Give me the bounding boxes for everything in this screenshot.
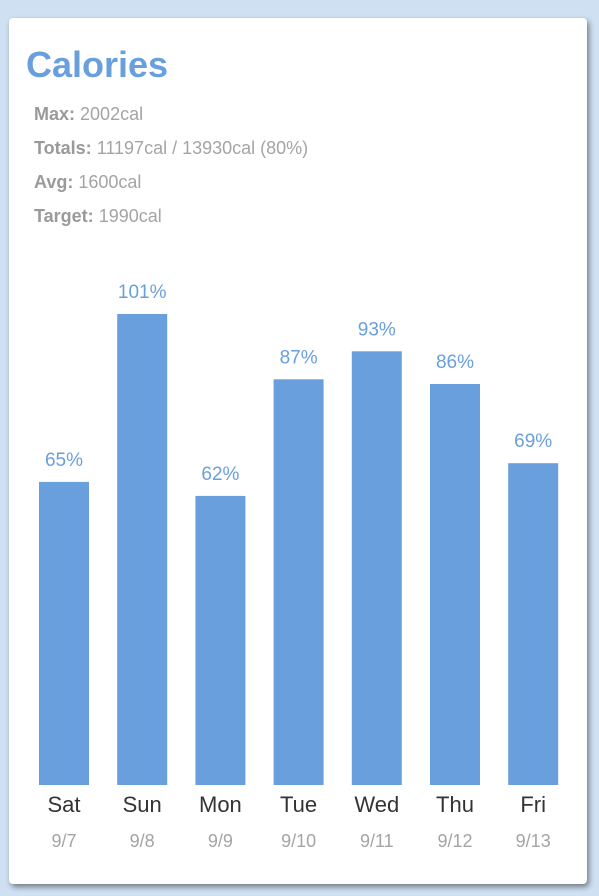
bar-value-label: 101% (118, 282, 167, 303)
x-tick-day-label: Thu (436, 792, 474, 817)
bar-value-label: 65% (45, 450, 83, 471)
x-tick-date-label: 9/11 (360, 831, 394, 851)
stat-max: Max: 2002cal (34, 102, 308, 136)
bar-mon (195, 495, 246, 785)
bar-value-label: 69% (514, 431, 552, 452)
stats-panel: Max: 2002cal Totals: 11197cal / 13930cal… (34, 102, 308, 238)
stat-max-label: Max: (34, 104, 76, 124)
bar-value-label: 62% (201, 464, 239, 485)
page-title: Calories (26, 44, 169, 85)
bar-sun (117, 314, 168, 785)
stat-totals-label: Totals: (34, 138, 92, 158)
stat-target: Target: 1990cal (34, 204, 308, 238)
x-tick-date-label: 9/12 (437, 831, 472, 851)
stat-avg: Avg: 1600cal (34, 170, 308, 204)
bar-value-label: 93% (358, 319, 396, 340)
x-tick-day-label: Fri (520, 792, 546, 817)
x-tick-day-label: Sat (47, 792, 80, 817)
x-tick-day-label: Mon (199, 792, 242, 817)
bar-value-label: 87% (280, 347, 318, 368)
calories-card: Calories Max: 2002cal Totals: 11197cal /… (9, 18, 587, 884)
x-tick-date-label: 9/7 (51, 831, 76, 851)
bar-value-label: 86% (436, 352, 474, 373)
x-tick-date-label: 9/8 (130, 831, 155, 851)
stat-avg-value: 1600cal (78, 172, 142, 192)
x-tick-date-label: 9/10 (281, 831, 316, 851)
bar-wed (351, 351, 402, 785)
calories-bar-chart: 65% Sat 9/7 101% Sun 9/8 62% Mon 9/9 87% Tue 9/10 93… (39, 282, 559, 851)
bar-tue (273, 379, 324, 785)
x-tick-date-label: 9/9 (208, 831, 233, 851)
stat-totals-value: 11197cal / 13930cal (80%) (96, 138, 309, 158)
x-tick-day-label: Tue (280, 792, 317, 817)
stat-target-label: Target: (34, 206, 94, 226)
x-tick-day-label: Wed (354, 792, 399, 817)
stat-max-value: 2002cal (80, 104, 144, 124)
stat-avg-label: Avg: (34, 172, 74, 192)
stat-target-value: 1990cal (98, 206, 162, 226)
bar-fri (508, 463, 559, 785)
bar-thu (430, 384, 480, 785)
bar-sat (39, 481, 89, 785)
x-tick-date-label: 9/13 (516, 831, 551, 851)
stat-totals: Totals: 11197cal / 13930cal (80%) (34, 136, 308, 170)
x-tick-day-label: Sun (123, 792, 162, 817)
